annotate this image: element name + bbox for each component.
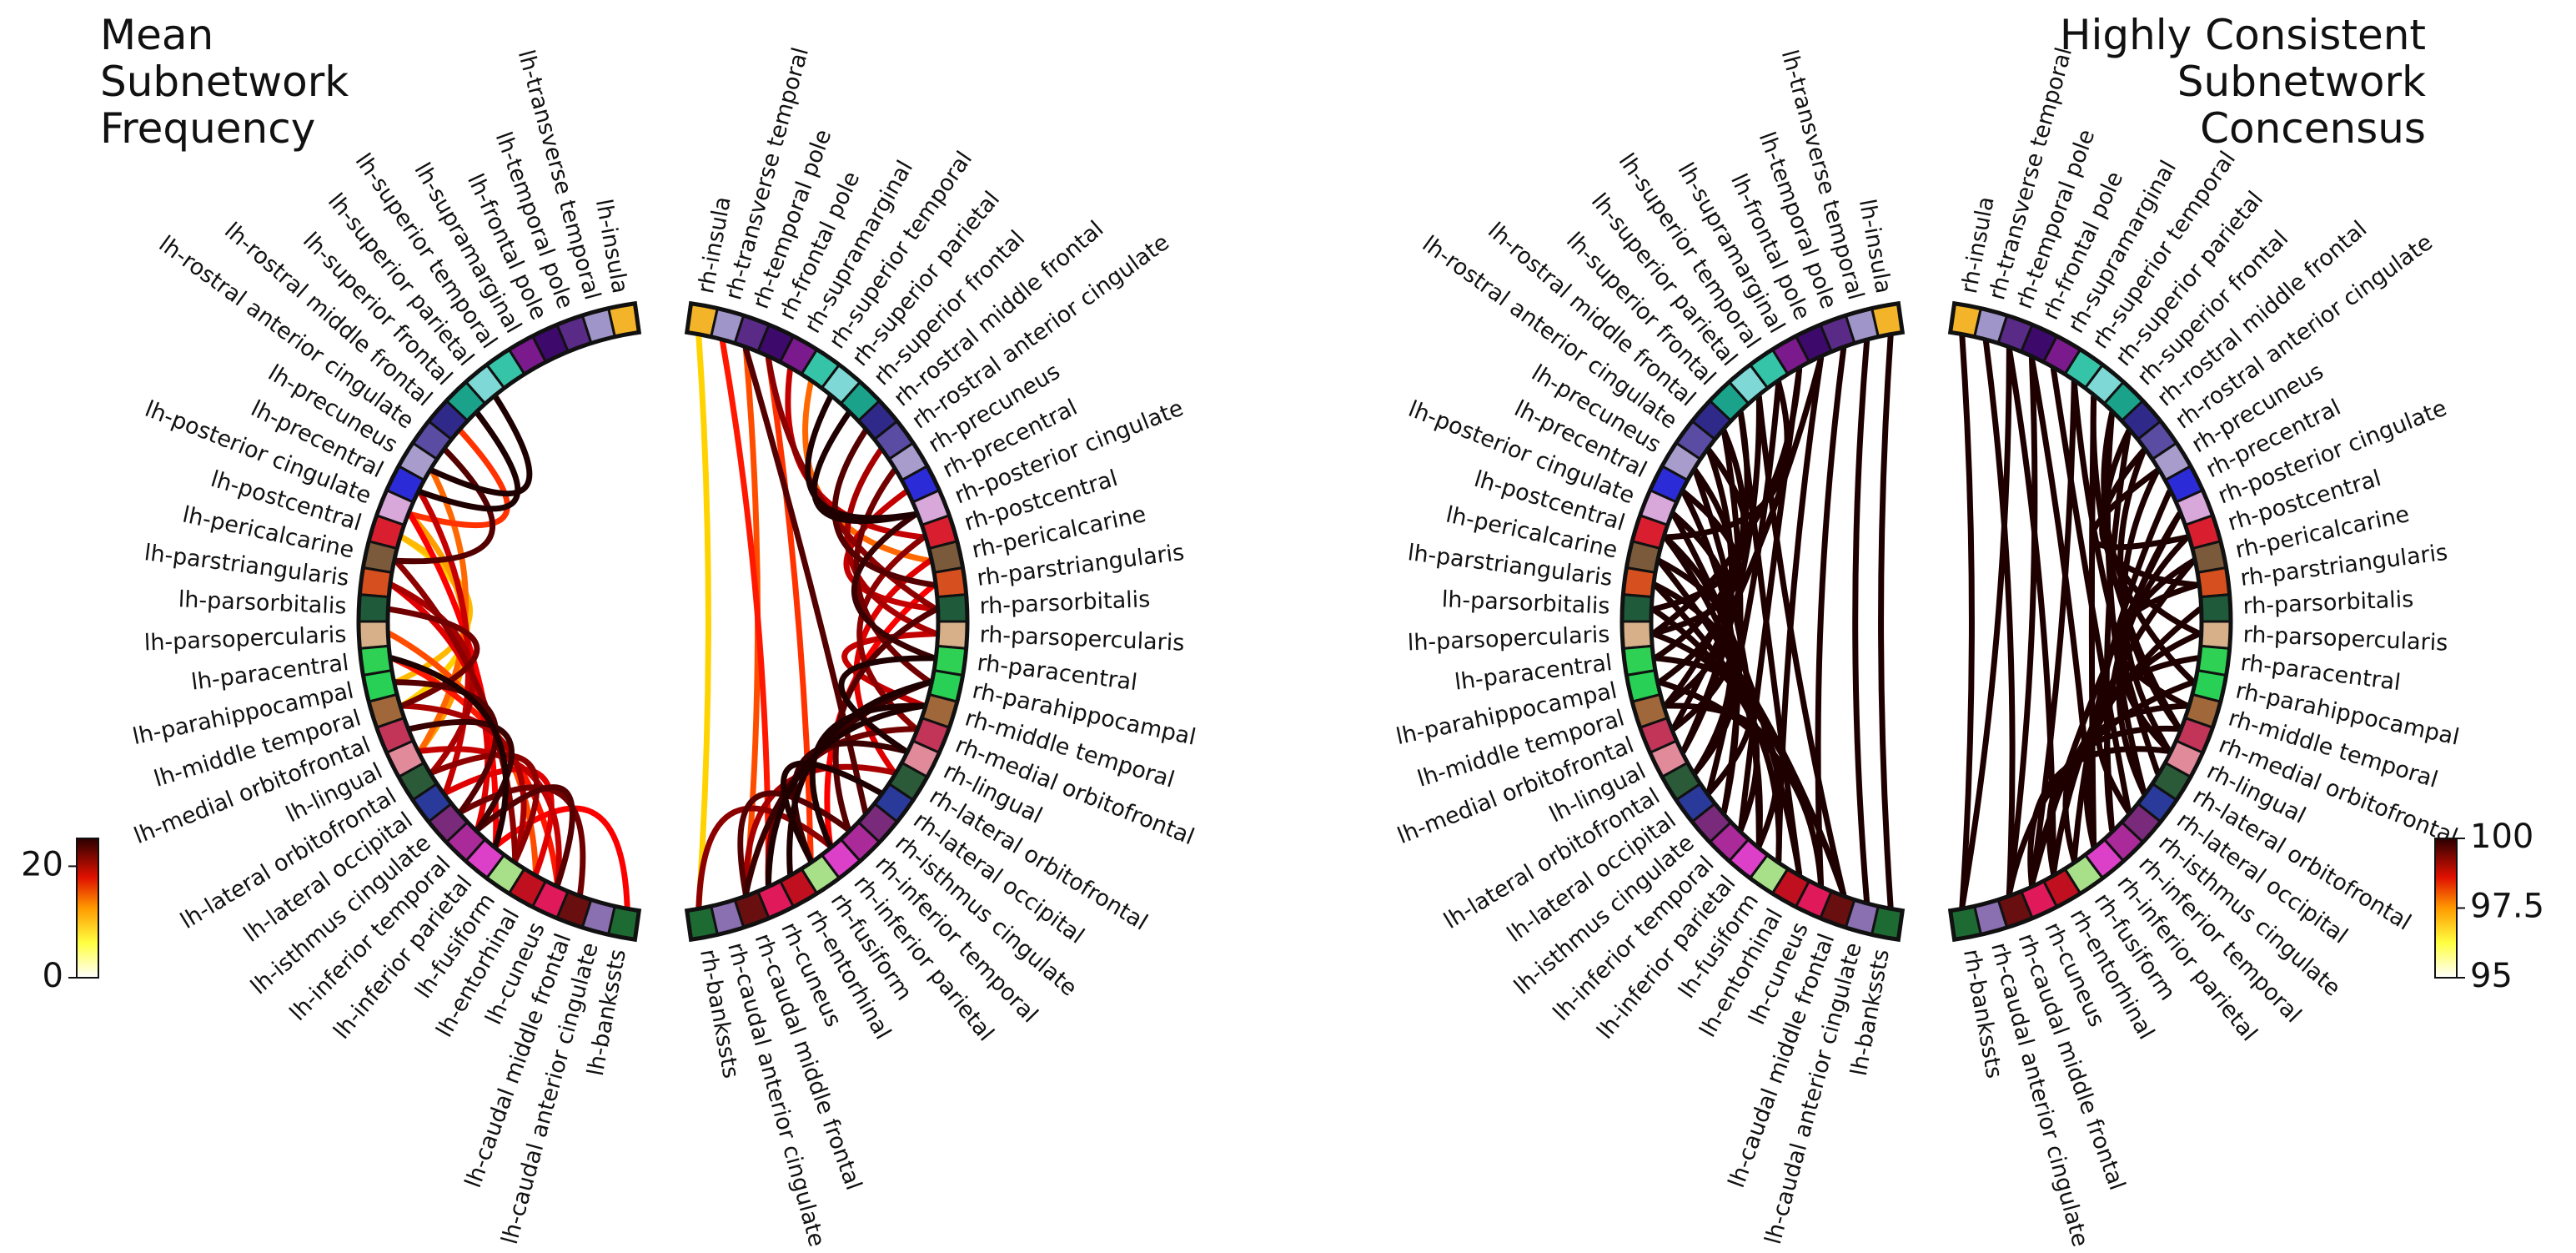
lh-link-27-33 <box>492 805 630 910</box>
rh-link-24-28 <box>781 760 884 864</box>
lh-link-13-27 <box>1662 534 1763 849</box>
lh-link-14-28 <box>393 557 519 864</box>
rh-links <box>695 333 940 910</box>
rh-link-10-22 <box>2121 467 2172 754</box>
colorbar-tick-label: 100 <box>2470 818 2533 856</box>
right-panel-title: Highly Consistent Subnetwork Concensus <box>2059 11 2426 153</box>
rh-link-2-25 <box>742 345 869 815</box>
label-rh-parsopercularis: rh-parsopercularis <box>979 621 1185 656</box>
rh-link-7-12 <box>811 410 919 525</box>
rh-link-13-21 <box>856 534 927 732</box>
lh-link-3-21 <box>1670 355 1825 732</box>
lh-link-23-28 <box>429 752 540 864</box>
segment-rh-parstriangularis <box>2196 566 2232 599</box>
rh-link-6-27 <box>2088 394 2097 849</box>
lh-link-26-30 <box>474 784 575 888</box>
lh-link-7-29 <box>1737 410 1803 877</box>
segment-lh-parstriangularis <box>1621 566 1657 599</box>
rh-link-8-15 <box>831 428 937 588</box>
segment-rh-parstriangularis <box>932 566 968 599</box>
lh-link-20-28 <box>399 702 527 864</box>
label-rh-parsopercularis: rh-parsopercularis <box>2242 621 2448 656</box>
lh-ring-outline <box>1619 300 1906 943</box>
rh-link-3-31 <box>2006 355 2038 898</box>
label-lh-parsorbitalis: lh-parsorbitalis <box>1441 586 1610 619</box>
colorbar-tick-label: 0 <box>43 957 63 995</box>
lh-ring-outline <box>356 300 642 943</box>
segment-rh-parsopercularis <box>936 620 969 651</box>
rh-links <box>1959 333 2203 910</box>
rh-link-3-28 <box>765 355 814 864</box>
lh-link-1-32 <box>1852 338 1870 905</box>
rh-link-2-33 <box>1959 345 2012 910</box>
rh-link-8-26 <box>2103 428 2132 833</box>
left-panel-title: Mean Subnetwork Frequency <box>100 11 349 153</box>
lh-link-11-17 <box>1650 489 1742 637</box>
lh-link-10-19 <box>1656 467 1736 686</box>
lh-link-2-30 <box>1815 345 1847 888</box>
rh-link-5-30 <box>2028 379 2077 888</box>
lh-links <box>386 394 630 910</box>
lh-link-5-13 <box>1662 379 1790 541</box>
lh-link-8-25 <box>1720 428 1744 815</box>
rh-link-1-30 <box>719 338 771 888</box>
lh-link-22-30 <box>417 746 562 888</box>
lh-link-18-27 <box>389 655 510 849</box>
lh-link-9-14 <box>393 447 495 565</box>
segment-lh-parsopercularis <box>1620 620 1654 651</box>
rh-link-20-27 <box>809 702 927 849</box>
rh-ring-outline <box>684 300 970 943</box>
segment-lh-parsorbitalis <box>357 592 390 623</box>
rh-link-14-29 <box>2050 557 2197 877</box>
lh-link-19-25 <box>393 679 500 815</box>
rh-ring-outline <box>1947 300 2233 943</box>
lh-links <box>1650 333 1894 910</box>
lh-link-4-17 <box>1650 366 1803 637</box>
colorbar-tick-label: 95 <box>2470 957 2513 995</box>
lh-link-7-11 <box>417 410 521 512</box>
colorbar-left: 0 20 <box>21 838 99 995</box>
rh-link-0-33 <box>695 333 711 910</box>
rh-link-1-31 <box>1982 338 2016 898</box>
lh-link-6-10 <box>429 394 533 497</box>
colorbar-tick-label: 97.5 <box>2470 888 2544 926</box>
segment-lh-parsopercularis <box>357 620 390 651</box>
lh-link-21-26 <box>407 718 515 833</box>
colorbar-gradient <box>76 838 99 979</box>
label-rh-parsorbitalis: rh-parsorbitalis <box>2242 586 2414 620</box>
rh-link-9-17 <box>844 447 940 637</box>
segment-rh-parsopercularis <box>2199 620 2232 651</box>
lh-link-16-20 <box>386 606 480 709</box>
segment-rh-parsorbitalis <box>2199 592 2232 623</box>
label-lh-parsorbitalis: lh-parsorbitalis <box>178 586 347 619</box>
label-lh-parsopercularis: lh-parsopercularis <box>143 621 347 656</box>
rh-link-22-28 <box>791 740 909 864</box>
lh-link-8-12 <box>407 428 510 528</box>
rh-link-12-30 <box>2028 511 2182 888</box>
colorbar-gradient <box>2434 838 2458 979</box>
rh-link-0-33 <box>1959 333 1975 910</box>
lh-link-15-26 <box>389 581 491 833</box>
label-rh-parsorbitalis: rh-parsorbitalis <box>979 586 1151 620</box>
colorbar-right: 95 97.5 100 <box>2434 818 2544 995</box>
lh-link-6-31 <box>1755 394 1847 898</box>
segment-lh-parsorbitalis <box>1620 592 1654 623</box>
rh-link-14-22 <box>2117 557 2197 754</box>
rh-link-18-22 <box>838 655 937 754</box>
lh-link-25-31 <box>457 784 586 898</box>
label-lh-parsopercularis: lh-parsopercularis <box>1407 621 1610 656</box>
rh-link-19-29 <box>786 679 933 877</box>
segment-lh-parstriangularis <box>358 566 394 599</box>
colorbar-tick-label: 20 <box>21 845 63 883</box>
rh-link-12-18 <box>851 511 937 662</box>
lh-link-0-33 <box>1878 333 1894 910</box>
segment-rh-parsorbitalis <box>936 592 969 623</box>
